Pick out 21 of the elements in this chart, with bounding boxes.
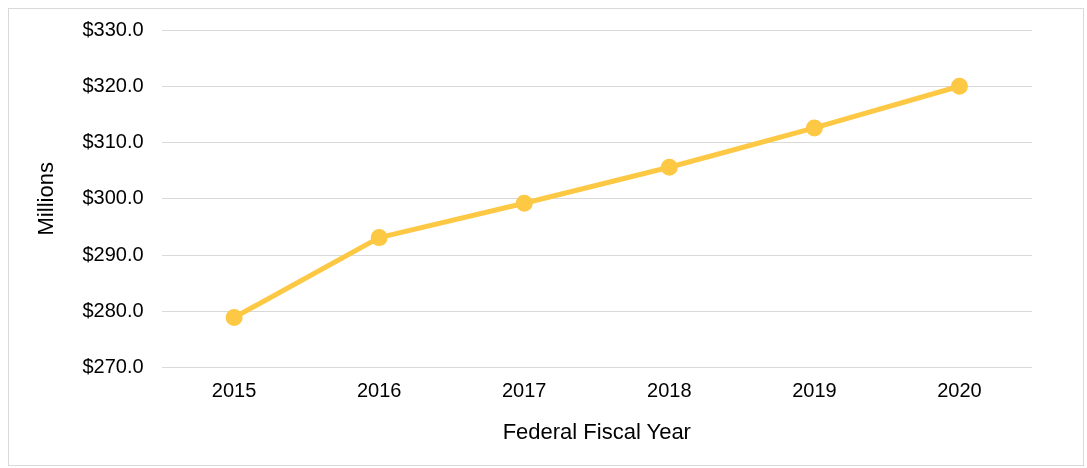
point	[950, 77, 968, 95]
x-tick-label: 2016	[356, 379, 402, 402]
x-tick-label: 2020	[937, 379, 982, 402]
y-tick-label: $290.0	[82, 242, 144, 265]
point	[660, 158, 678, 176]
x-tick-label: 2015	[211, 379, 257, 402]
y-tick-label: $310.0	[82, 130, 144, 153]
point	[515, 194, 533, 212]
y-tick-label: $300.0	[82, 186, 144, 209]
point	[805, 119, 823, 137]
y-axis-title: Millions	[33, 162, 59, 236]
point	[225, 309, 243, 327]
y-tick-label: $320.0	[82, 73, 144, 96]
y-tick-label: $280.0	[82, 298, 144, 321]
x-tick-label: 2017	[502, 379, 547, 402]
y-tick-label: $330.0	[82, 17, 144, 40]
x-tick-label: 2019	[792, 379, 837, 402]
x-axis-title: Federal Fiscal Year	[502, 418, 691, 444]
point	[370, 229, 388, 247]
x-tick-label: 2018	[647, 379, 692, 402]
y-tick-label: $270.0	[82, 355, 144, 378]
